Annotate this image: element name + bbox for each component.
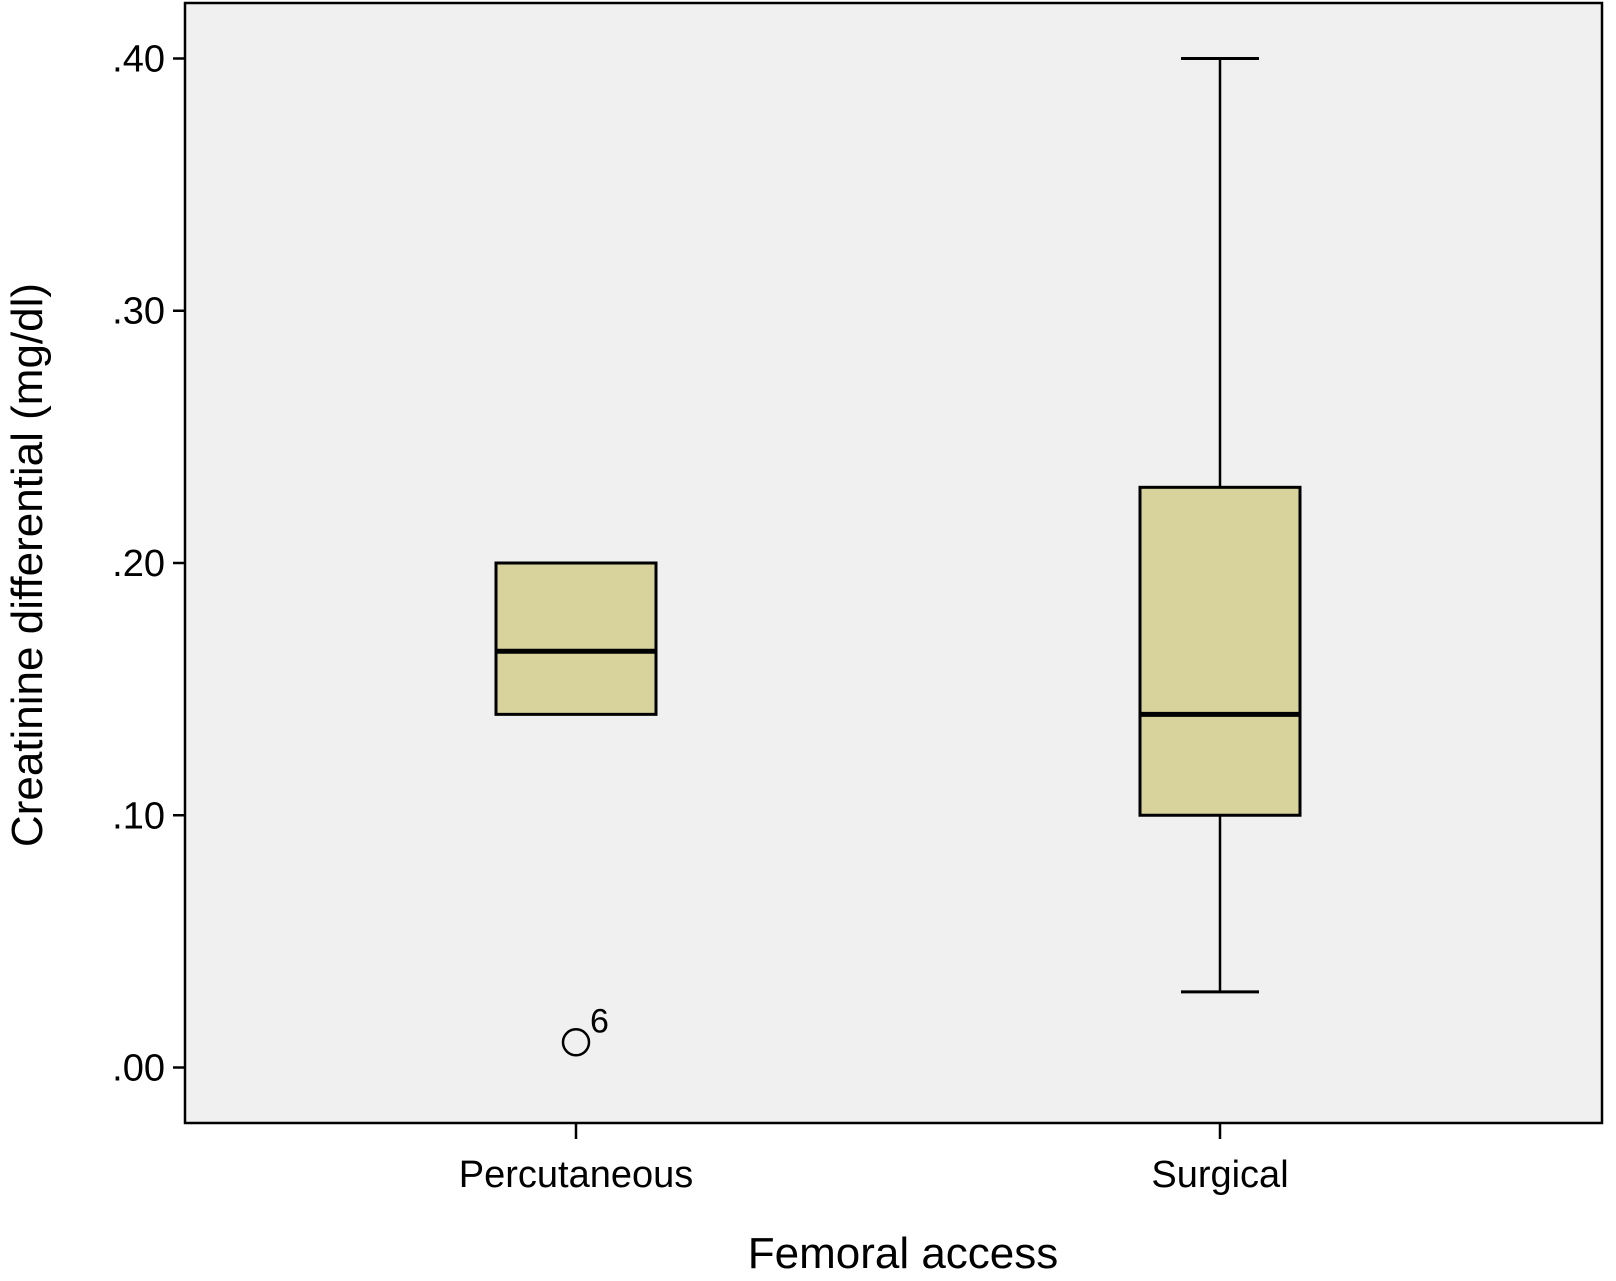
box-surgical <box>1138 56 1302 994</box>
y-tick-label: .30 <box>112 291 165 333</box>
boxes-group: 6 <box>494 56 1302 1057</box>
y-tick-label: .20 <box>112 543 165 585</box>
y-axis: .00 .10 .20 .30 .40 <box>112 38 185 1090</box>
iqr-box <box>1138 485 1302 817</box>
x-axis-title: Femoral access <box>748 1229 1059 1278</box>
outlier-point <box>561 1028 591 1057</box>
box-percutaneous: 6 <box>494 561 658 1057</box>
plot-area <box>183 1 1604 1125</box>
x-axis: Percutaneous Surgical <box>459 1123 1289 1196</box>
x-category-label: Percutaneous <box>459 1154 694 1196</box>
y-tick-label: .40 <box>112 38 165 80</box>
iqr-box <box>494 561 658 716</box>
y-axis-title: Creatinine differential (mg/dl) <box>3 283 52 847</box>
y-tick-label: .00 <box>112 1048 165 1090</box>
x-category-label: Surgical <box>1151 1154 1288 1196</box>
outlier-label: 6 <box>590 1002 609 1040</box>
y-tick-label: .10 <box>112 795 165 837</box>
